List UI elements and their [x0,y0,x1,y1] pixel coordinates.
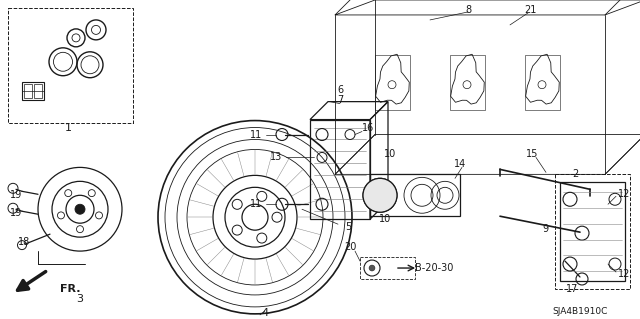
Text: 12: 12 [618,189,630,199]
Text: 18: 18 [18,237,30,247]
Bar [24,84,32,98]
Text: 7: 7 [337,95,343,105]
Text: 20: 20 [344,242,356,252]
Text: 1: 1 [65,122,72,132]
Text: 10: 10 [379,214,391,224]
Text: 19: 19 [10,190,22,200]
Circle shape [257,233,267,243]
Text: 13: 13 [269,152,282,162]
Text: 14: 14 [454,160,466,169]
Bar [8,8,133,122]
Circle shape [363,178,397,212]
Bar [34,84,42,98]
Text: 8: 8 [465,5,471,15]
Circle shape [369,265,375,271]
Text: 4: 4 [261,308,269,318]
Text: 15: 15 [526,149,538,160]
Text: 16: 16 [362,122,374,132]
Text: FR.: FR. [60,284,81,294]
Text: 6: 6 [337,85,343,95]
Bar [22,82,44,100]
Circle shape [75,204,85,214]
Text: 5: 5 [345,222,351,232]
Text: 19: 19 [10,208,22,218]
Circle shape [257,191,267,201]
Text: 3: 3 [77,294,83,304]
Text: SJA4B1910C: SJA4B1910C [552,308,608,316]
Text: 9: 9 [542,224,548,234]
Circle shape [232,225,242,235]
Text: 11: 11 [250,199,262,209]
Text: B-20-30: B-20-30 [415,263,453,273]
Bar [360,257,415,279]
Text: 12: 12 [618,269,630,279]
Bar [375,55,410,110]
Text: 11: 11 [250,130,262,139]
Bar [555,174,630,289]
Bar [310,120,370,219]
Circle shape [272,212,282,222]
Text: 2: 2 [572,169,578,179]
Bar [370,174,460,216]
Text: 10: 10 [384,149,396,160]
Bar [525,55,560,110]
Text: 21: 21 [524,5,536,15]
Text: 17: 17 [566,284,578,294]
Circle shape [232,199,242,209]
Bar [450,55,485,110]
